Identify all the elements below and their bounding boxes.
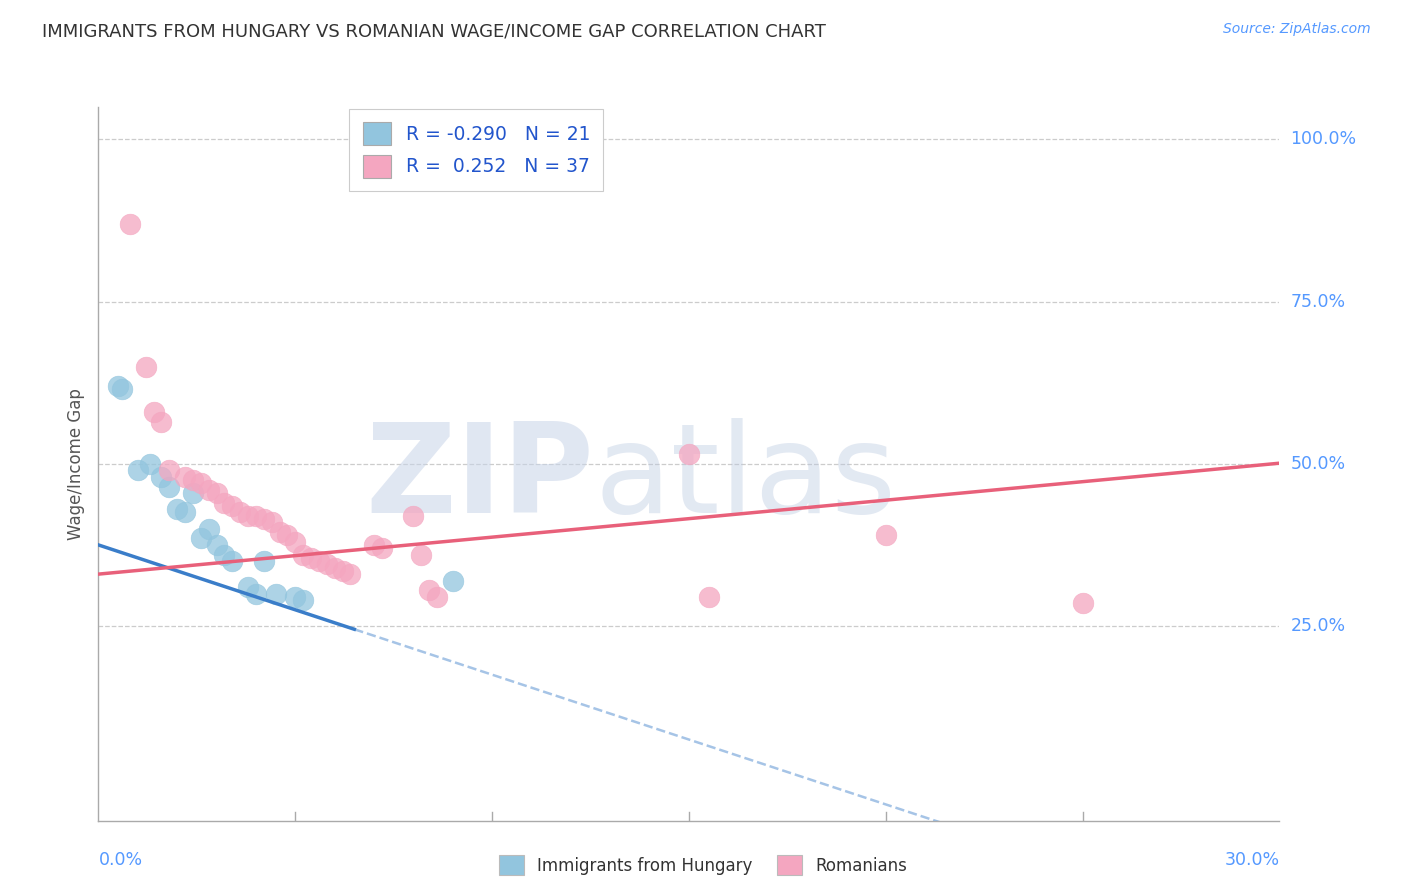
Legend: Immigrants from Hungary, Romanians: Immigrants from Hungary, Romanians [491,847,915,884]
Point [245,508,267,523]
Text: 75.0%: 75.0% [1291,293,1346,310]
Point [157,479,180,493]
Point [236,508,259,523]
Text: ZIP: ZIP [366,417,595,539]
Text: 100.0%: 100.0% [1291,130,1357,148]
Point [214,496,236,510]
Point [118,217,141,231]
Point [402,508,425,523]
Point [214,548,236,562]
Point [308,554,330,568]
Point [138,457,160,471]
Point [150,415,173,429]
Point [107,379,129,393]
Point [697,590,720,604]
Point [190,532,212,546]
Point [253,512,276,526]
Point [190,476,212,491]
Point [260,515,283,529]
Point [221,554,243,568]
Point [371,541,394,556]
Point [245,586,267,600]
Point [150,470,173,484]
Point [253,554,276,568]
Point [236,580,259,594]
Point [284,534,307,549]
Legend: R = -0.290   N = 21, R =  0.252   N = 37: R = -0.290 N = 21, R = 0.252 N = 37 [350,110,603,191]
Text: 25.0%: 25.0% [1291,617,1346,635]
Point [276,528,298,542]
Point [135,359,157,374]
Point [332,564,354,578]
Point [292,548,315,562]
Point [363,538,385,552]
Point [1071,596,1094,610]
Point [339,567,361,582]
Point [299,550,322,565]
Text: Source: ZipAtlas.com: Source: ZipAtlas.com [1223,22,1371,37]
Point [221,499,243,513]
Point [323,560,346,574]
Text: 50.0%: 50.0% [1291,455,1346,473]
Point [292,593,315,607]
Point [264,586,287,600]
Point [229,506,252,520]
Point [315,558,337,572]
Point [181,486,204,500]
Text: IMMIGRANTS FROM HUNGARY VS ROMANIAN WAGE/INCOME GAP CORRELATION CHART: IMMIGRANTS FROM HUNGARY VS ROMANIAN WAGE… [42,22,827,40]
Text: 0.0%: 0.0% [98,851,142,869]
Point [127,463,149,477]
Point [678,447,700,461]
Point [197,522,219,536]
Point [174,506,197,520]
Point [269,524,291,539]
Point [142,405,165,419]
Text: atlas: atlas [595,417,897,539]
Point [205,486,228,500]
Point [418,583,440,598]
Point [157,463,180,477]
Point [181,473,204,487]
Point [426,590,449,604]
Y-axis label: Wage/Income Gap: Wage/Income Gap [66,388,84,540]
Point [441,574,464,588]
Point [174,470,197,484]
Point [205,538,228,552]
Point [166,502,188,516]
Point [284,590,307,604]
Point [411,548,433,562]
Point [197,483,219,497]
Point [875,528,897,542]
Text: 30.0%: 30.0% [1225,851,1279,869]
Point [111,382,134,396]
